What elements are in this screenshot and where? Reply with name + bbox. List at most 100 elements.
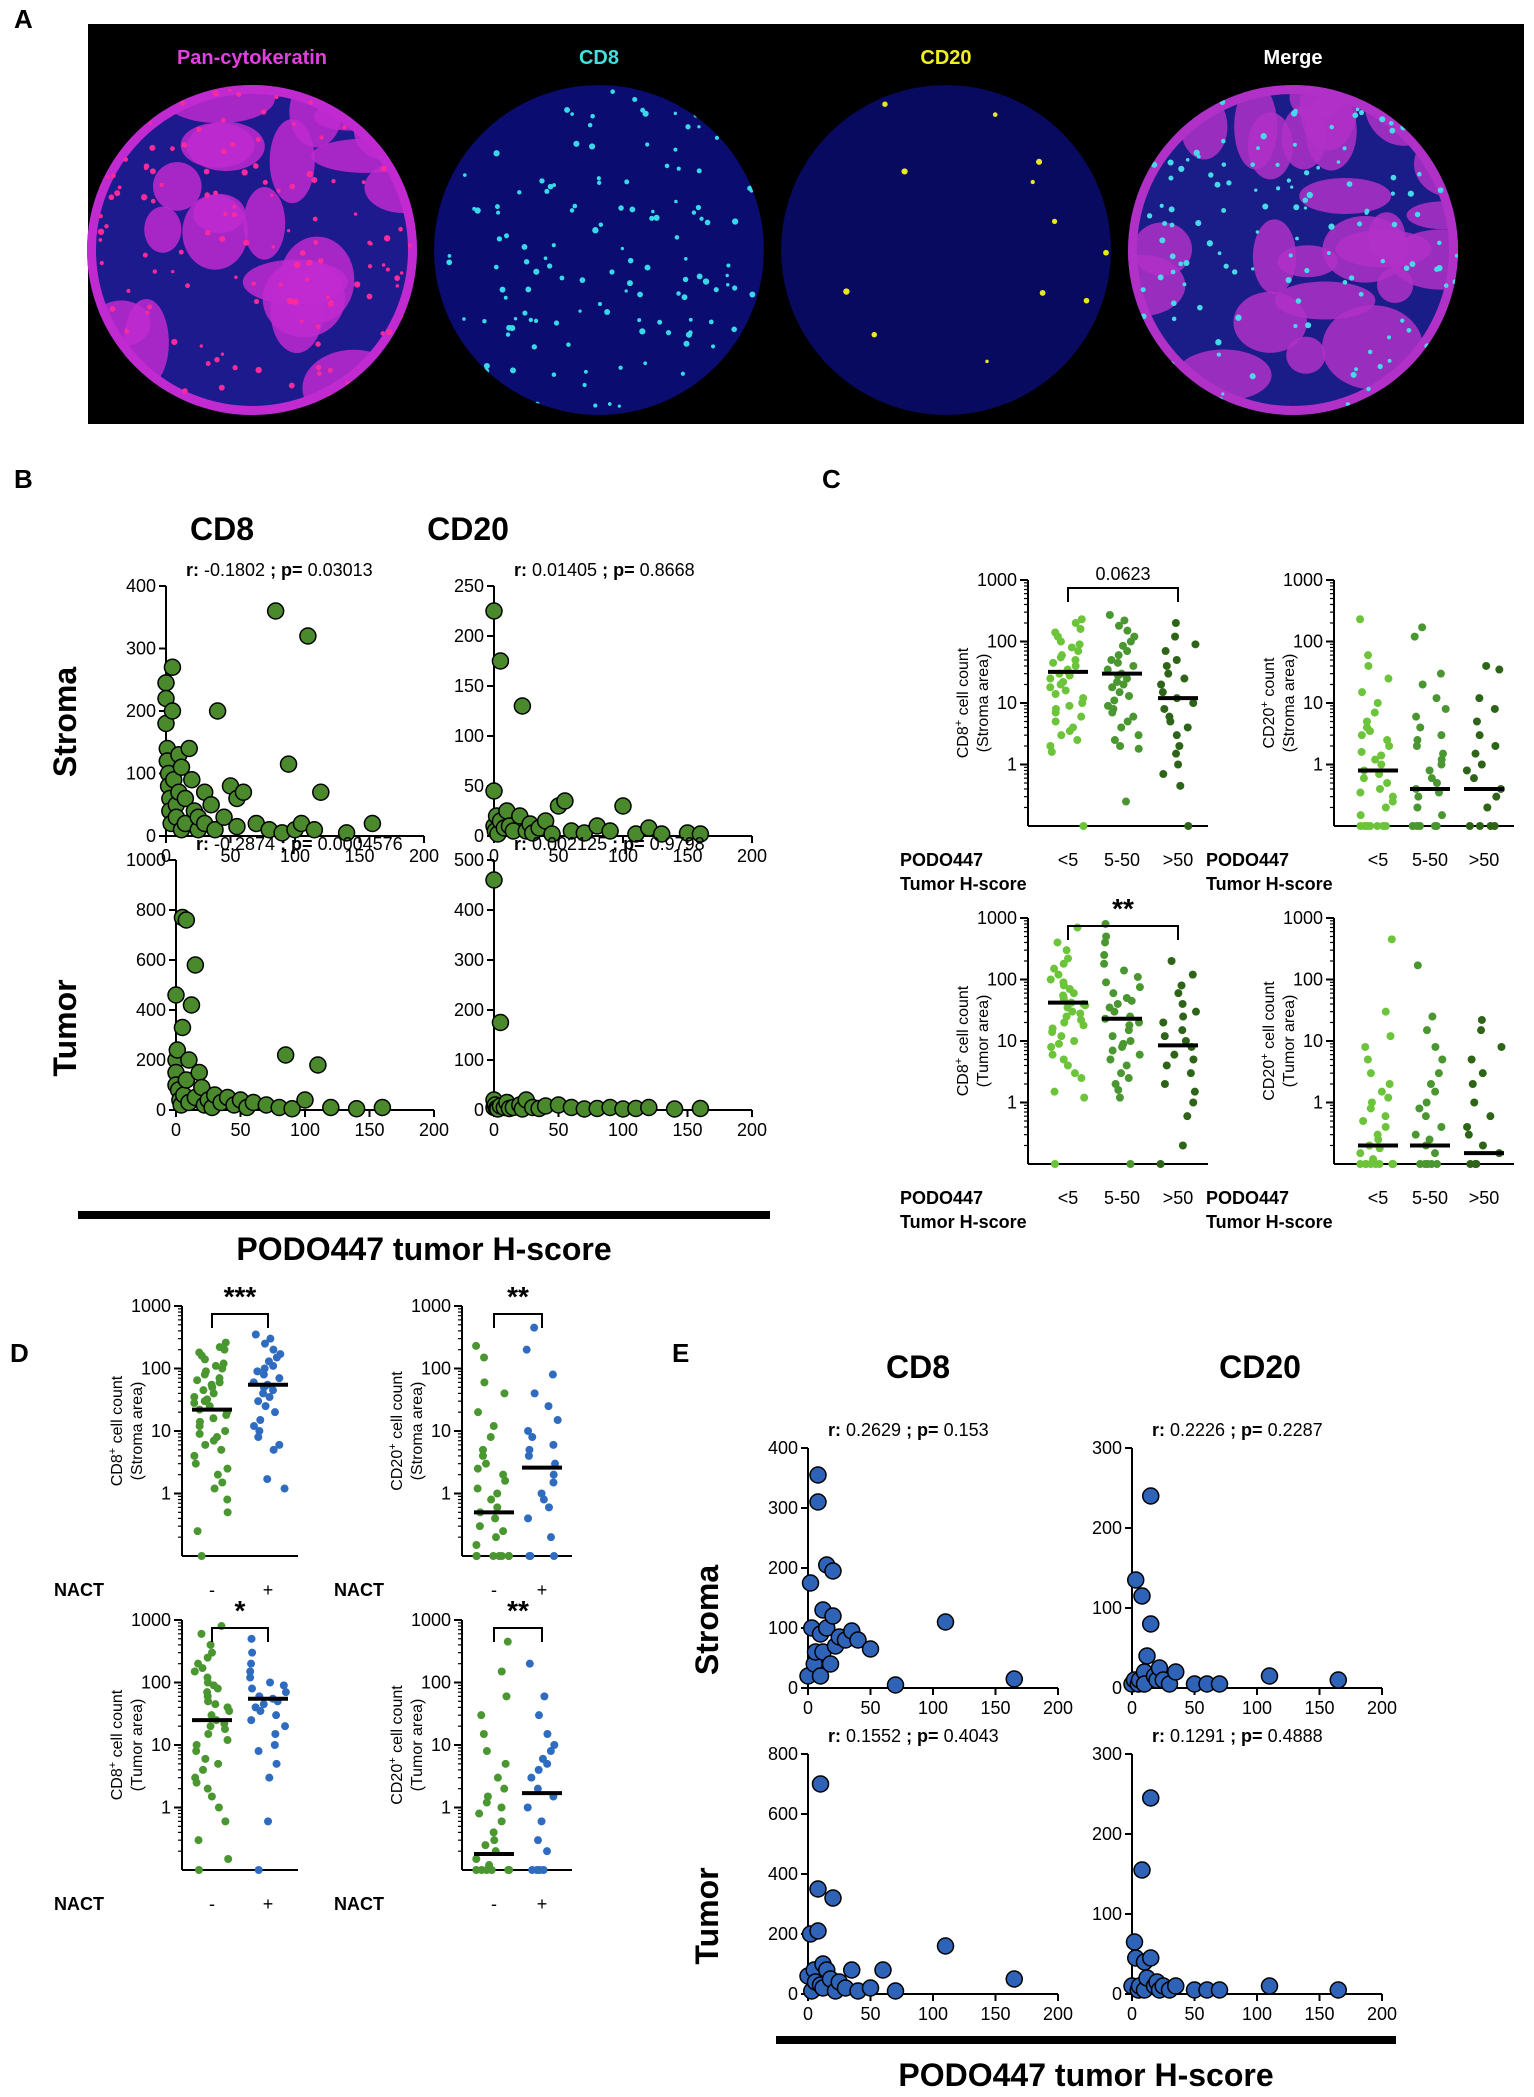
y-tick-label: 400 xyxy=(768,1438,798,1458)
data-point xyxy=(530,1389,539,1398)
cell-dot xyxy=(361,180,366,185)
y-tick-label: 600 xyxy=(136,950,166,970)
data-point xyxy=(1167,1663,1185,1681)
data-point xyxy=(1056,680,1065,689)
data-point xyxy=(1076,624,1085,633)
cell-dot xyxy=(637,318,642,323)
cell-dot xyxy=(395,284,400,288)
stat-part: -0.2874 xyxy=(209,834,275,854)
cell-dot xyxy=(1170,300,1177,307)
y-tick-label: 100 xyxy=(1092,1598,1122,1618)
data-point xyxy=(1422,1026,1431,1035)
panel-label-d: D xyxy=(10,1338,29,1368)
cell-dot xyxy=(1387,358,1392,363)
data-point xyxy=(269,1445,278,1454)
significance-label: ** xyxy=(1112,893,1134,924)
channel-label: Merge xyxy=(1264,47,1323,69)
data-point xyxy=(1490,704,1499,713)
data-point xyxy=(652,825,671,843)
cell-dot xyxy=(1290,185,1294,189)
cell-dot xyxy=(901,168,908,175)
cell-dot xyxy=(261,109,267,115)
cell-dot xyxy=(312,216,318,222)
data-point xyxy=(1418,623,1427,632)
cell-dot xyxy=(1206,240,1214,247)
data-point xyxy=(363,814,382,833)
data-point xyxy=(198,1664,207,1673)
data-point xyxy=(190,1392,199,1401)
data-point xyxy=(482,1747,491,1756)
cell-dot xyxy=(398,227,403,232)
cell-dot xyxy=(147,304,153,310)
data-point xyxy=(1361,1160,1370,1168)
significance-label: ** xyxy=(507,1281,529,1312)
cell-dot xyxy=(726,263,731,268)
cell-dot xyxy=(643,361,648,366)
y-tick-label: 800 xyxy=(136,900,166,920)
data-point xyxy=(546,1533,555,1542)
cell-dot xyxy=(593,403,598,408)
cell-dot xyxy=(223,211,228,217)
cell-dot xyxy=(367,264,373,269)
data-point xyxy=(248,1684,257,1693)
data-point xyxy=(1133,1587,1151,1605)
cell-dot xyxy=(539,178,545,184)
data-point xyxy=(1115,1093,1124,1102)
cell-dot xyxy=(1366,386,1371,392)
cell-dot xyxy=(564,107,570,113)
cell-dot xyxy=(159,182,164,187)
stat-part: ; p= xyxy=(275,834,313,854)
data-point xyxy=(534,1711,543,1720)
cell-dot xyxy=(1251,267,1255,271)
cell-dot xyxy=(523,259,530,265)
data-point xyxy=(1115,688,1124,697)
data-point xyxy=(1071,618,1080,627)
y-tick-label: 200 xyxy=(1092,1518,1122,1538)
cell-dot xyxy=(1437,187,1444,194)
data-point xyxy=(1116,741,1125,750)
cell-dot xyxy=(1221,392,1225,396)
x-tick-label: 150 xyxy=(980,1698,1010,1718)
cell-dot xyxy=(182,388,188,394)
cell-dot xyxy=(1316,165,1320,170)
data-point xyxy=(1079,822,1088,830)
cell-dot xyxy=(271,245,275,249)
data-point xyxy=(481,1459,490,1468)
cell-dot xyxy=(559,275,565,281)
y-axis-subtitle: (Tumor area) xyxy=(1281,995,1298,1088)
data-point xyxy=(221,1817,230,1826)
group-label: + xyxy=(537,1580,548,1600)
data-point xyxy=(1117,723,1126,732)
data-point xyxy=(549,1552,558,1560)
data-point xyxy=(544,1402,553,1411)
y-title-part: CD20 xyxy=(1261,707,1278,748)
cell-dot xyxy=(653,214,660,221)
cell-dot xyxy=(503,233,510,239)
x-tick-label: 150 xyxy=(672,846,702,866)
data-point xyxy=(528,1866,537,1874)
cell-dot xyxy=(582,382,587,388)
cell-dot xyxy=(111,173,116,179)
x-group-title: Tumor H-score xyxy=(1206,874,1333,894)
cell-dot xyxy=(713,287,719,293)
cell-dot xyxy=(308,100,314,105)
y-tick-label: 200 xyxy=(126,701,156,721)
data-point xyxy=(1142,1949,1160,1967)
data-point xyxy=(1142,1615,1160,1633)
panel-label-b: B xyxy=(14,464,33,494)
y-tick-label: 10 xyxy=(997,1031,1017,1051)
data-point xyxy=(279,755,298,773)
data-point xyxy=(271,1729,280,1738)
cell-dot xyxy=(150,198,156,204)
tissue-island xyxy=(1406,201,1458,230)
x-group-title: PODO447 xyxy=(1206,1188,1289,1208)
cell-dot xyxy=(212,90,219,97)
data-point xyxy=(1356,1149,1365,1158)
y-tick-label: 10 xyxy=(1303,693,1323,713)
data-point xyxy=(1162,661,1171,670)
y-tick-label: 10 xyxy=(997,693,1017,713)
cell-dot xyxy=(1436,264,1443,272)
data-point xyxy=(1065,701,1074,710)
data-point xyxy=(283,1100,301,1118)
cell-dot xyxy=(171,338,178,346)
